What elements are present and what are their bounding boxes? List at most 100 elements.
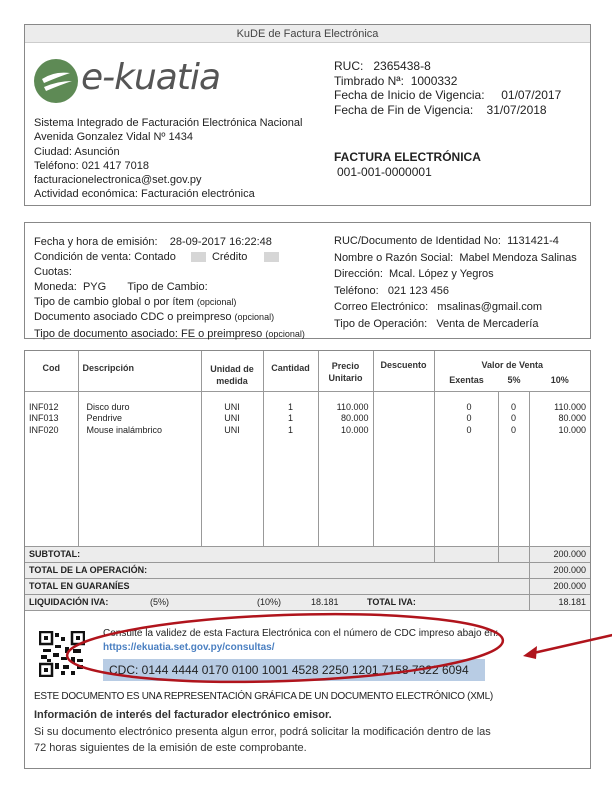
issuer-address: Avenida Gonzalez Vidal Nº 1434 [34,131,193,144]
telefono-value: 021 123 456 [387,284,449,297]
timbrado-info: RUC: 2365438-8 Timbrado Nª: 1000332 Fech… [334,59,561,117]
total-op-value: 200.000 [528,561,590,578]
cell: 1 [287,413,293,423]
ruc-value: 2365438-8 [373,59,431,73]
col-cod: Cod [25,351,78,392]
cell: INF012 [29,401,59,412]
total-gs-label: TOTAL EN GUARANÍES [25,577,529,594]
total-guaranies-row: TOTAL EN GUARANÍES 200.000 [25,577,590,594]
ruc-label: RUC: [334,59,364,73]
credito-label: Crédito [211,251,248,263]
inicio-label: Fecha de Inicio de Vigencia: [334,88,485,102]
tc-global-label: Tipo de cambio global o por ítem [34,296,194,308]
info-title: Información de interés del facturador el… [34,709,332,721]
issuer-info: Sistema Integrado de Facturación Electró… [34,116,302,202]
correo-label: Correo Electrónico: [334,301,429,314]
doc-asoc-label: Documento asociado CDC o preimpreso [34,311,232,323]
cell: UNI [224,413,240,423]
operacion-label: Tipo de Operación: [334,317,428,330]
cell: 80.000 [340,413,369,423]
precio-cells: 110.000 80.000 10.000 [317,391,373,546]
contado-checkbox[interactable] [190,252,206,263]
total-op-label: TOTAL DE LA OPERACIÓN: [25,561,529,578]
ekuatia-logo-icon [34,59,78,103]
iva10-cells: 110.000 80.000 10.000 [528,391,590,546]
direccion-value: Mcal. López y Yegros [389,268,494,281]
tipo-doc-label: Tipo de documento asociado: [34,328,178,340]
info-line-1: Si su documento electrónico presenta alg… [34,726,491,738]
valor-venta-label: Valor de Venta [481,360,544,370]
info-line-2: 72 horas siguientes de la emisión de est… [34,742,307,754]
logo-text: e-kuatia [81,57,221,98]
col-descuento: Descuento [372,351,434,392]
cell: INF020 [29,424,59,435]
operacion-value: Venta de Mercadería [436,317,539,330]
issuer-city: Ciudad: Asunción [34,145,120,158]
cod-cells: INF012 INF013 INF020 [25,391,78,546]
subtotal-label: SUBTOTAL: [25,545,434,562]
direccion-label: Dirección: [334,268,383,281]
cell: 0 [510,401,516,412]
liquidacion-cell: LIQUIDACIÓN IVA: (5%) (10%) 18.181 TOTAL… [25,593,529,610]
liq-label: LIQUIDACIÓN IVA: [29,597,109,607]
cell: UNI [224,424,240,435]
timbrado-value: 1000332 [410,73,458,88]
sale-details: Fecha y hora de emisión: 28-09-2017 16:2… [34,235,305,342]
opcional-note: (opcional) [196,297,237,307]
items-section: Cod Descripción Unidad de medida Cantida… [24,350,612,769]
correo-value: msalinas@gmail.com [437,301,543,314]
col-5: 5% [507,375,521,385]
col-unidad: Unidad de medida [200,351,263,392]
col-precio: Precio Unitario [317,351,373,392]
col-exentas: Exentas [449,375,484,385]
cell: 110.000 [336,401,369,412]
consulte-text: Consulte la validez de esta Factura Elec… [103,628,499,639]
subtotal-row: SUBTOTAL: 200.000 [25,545,590,562]
fecha-label: Fecha y hora de emisión: [34,236,158,248]
cell: 1 [287,424,293,435]
client-details: RUC/Documento de Identidad No: 1131421-4… [334,233,577,333]
credito-checkbox[interactable] [264,252,280,263]
moneda-label: Moneda: [34,281,77,293]
col-cantidad: Cantidad [262,351,318,392]
total-operacion-row: TOTAL DE LA OPERACIÓN: 200.000 [25,561,590,578]
header-section: KuDE de Factura Electrónica e-kuatia Sis… [24,24,591,206]
liq10-label: (10%) [257,596,282,607]
details-section: Fecha y hora de emisión: 28-09-2017 16:2… [24,222,591,342]
cell: 0 [466,413,472,423]
col-valor-venta: Valor de Venta Exentas 5% 10% [433,351,590,392]
logo [34,59,78,108]
cell: 10.000 [558,424,586,435]
ruc-cliente-label: RUC/Documento de Identidad No: [334,235,501,247]
annotation-ellipse-arrow-icon [65,612,612,684]
doc-number: 001-001-0000001 [337,165,432,179]
timbrado-label: Timbrado Nª: [334,73,405,88]
xml-note: ESTE DOCUMENTO ES UNA REPRESENTACIÓN GRÁ… [34,691,493,702]
cell: 0 [510,424,516,435]
unidad-cells: UNI UNI UNI [200,391,263,546]
issuer-email: facturacionelectronica@set.gov.py [34,174,202,187]
cell: Disco duro [86,401,130,412]
doc-type: FACTURA ELECTRÓNICA [334,150,481,164]
liq10-value: 18.181 [311,596,339,607]
subtotal-value: 200.000 [528,545,590,562]
items-table: Cod Descripción Unidad de medida Cantida… [25,351,590,611]
qr-code-icon[interactable] [39,631,85,677]
opcional-note: (opcional) [234,312,275,322]
total-iva-value: 18.181 [528,593,590,610]
cell: 0 [466,401,472,412]
moneda-value: PYG [82,281,107,293]
col-10: 10% [550,375,569,385]
tipo-doc-value: FE o preimpreso [180,328,263,340]
total-gs-value: 200.000 [528,577,590,594]
cell: UNI [224,401,240,412]
cell: 80.000 [558,413,586,423]
consultas-link[interactable]: https://ekuatia.set.gov.py/consultas/ [103,642,275,653]
descuento-cells [372,391,434,546]
liquidacion-row: LIQUIDACIÓN IVA: (5%) (10%) 18.181 TOTAL… [25,593,590,610]
issuer-activity: Actividad económica: Facturación electró… [34,188,255,201]
nombre-value: Mabel Mendoza Salinas [459,251,577,264]
